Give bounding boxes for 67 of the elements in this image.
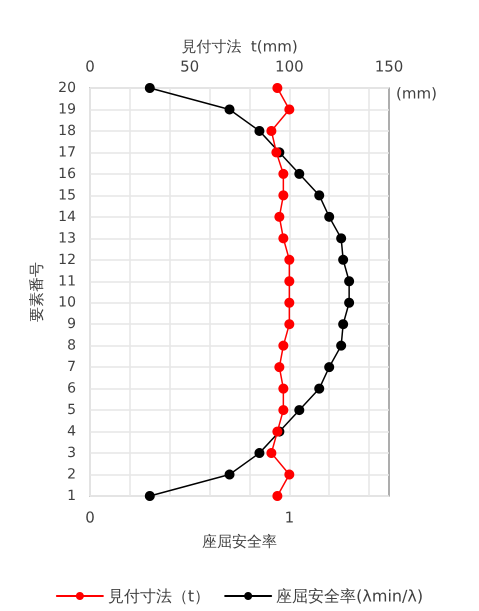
- y-tick-label: 3: [67, 445, 76, 462]
- y-tick-label: 15: [58, 187, 76, 204]
- point: [314, 384, 324, 394]
- point: [284, 104, 294, 114]
- point: [254, 448, 264, 458]
- y-tick-label: 1: [67, 488, 76, 504]
- point: [284, 470, 294, 480]
- point: [344, 276, 354, 286]
- point: [266, 448, 276, 458]
- point: [144, 83, 155, 93]
- y-tick-label: 16: [58, 166, 76, 182]
- point: [338, 319, 348, 330]
- y-tick-label: 13: [58, 230, 76, 246]
- point: [266, 126, 276, 136]
- point: [272, 491, 282, 501]
- point: [294, 168, 304, 179]
- legend-label: 座屈安全率(λmin/λ): [276, 586, 424, 606]
- point: [336, 340, 346, 351]
- point: [224, 104, 235, 114]
- x2-tick-label: 0: [85, 58, 95, 76]
- point: [336, 233, 346, 244]
- y-tick-label: 19: [58, 101, 76, 118]
- point: [144, 491, 155, 501]
- point: [278, 168, 288, 179]
- y-tick-label: 5: [67, 402, 76, 418]
- point: [271, 147, 282, 158]
- point: [344, 298, 354, 308]
- point: [314, 190, 324, 200]
- y-tick-label: 2: [67, 466, 76, 483]
- point: [338, 254, 348, 265]
- point: [284, 276, 294, 286]
- y-tick-label: 20: [58, 80, 76, 96]
- legend-label: 見付寸法（t）: [108, 586, 210, 606]
- text: (mm): [396, 84, 437, 102]
- y-tick-label: 18: [58, 122, 76, 139]
- x2-tick-label: 50: [180, 58, 200, 76]
- y-axis-title: 要素番号: [28, 262, 46, 322]
- x2-axis-title: 見付寸法 t(mm): [181, 38, 298, 56]
- point: [284, 254, 294, 265]
- point: [274, 362, 284, 372]
- y-tick-label: 8: [67, 338, 76, 354]
- y-tick-label: 9: [67, 316, 76, 332]
- point: [278, 340, 288, 351]
- point: [274, 212, 284, 222]
- point: [278, 233, 288, 244]
- point: [278, 384, 288, 394]
- y-tick-label: 12: [58, 252, 76, 268]
- point: [294, 405, 304, 416]
- point: [278, 405, 288, 416]
- point: [324, 212, 334, 222]
- x2-tick-label: 150: [374, 58, 404, 76]
- y-tick-label: 7: [67, 359, 76, 376]
- point: [284, 319, 294, 330]
- y-tick-label: 10: [58, 294, 76, 311]
- point: [284, 298, 294, 308]
- y-tick-label: 17: [58, 144, 76, 160]
- y-tick-label: 4: [67, 424, 76, 440]
- point: [272, 83, 282, 93]
- point: [278, 190, 288, 200]
- point: [324, 362, 334, 372]
- y-tick-label: 11: [58, 273, 76, 290]
- x2-tick-label: 100: [275, 58, 304, 76]
- x-axis-title: 座屈安全率: [202, 532, 277, 550]
- y-tick-label: 14: [58, 208, 76, 225]
- point: [254, 126, 264, 136]
- y-tick-label: 6: [67, 380, 76, 397]
- point: [224, 470, 235, 480]
